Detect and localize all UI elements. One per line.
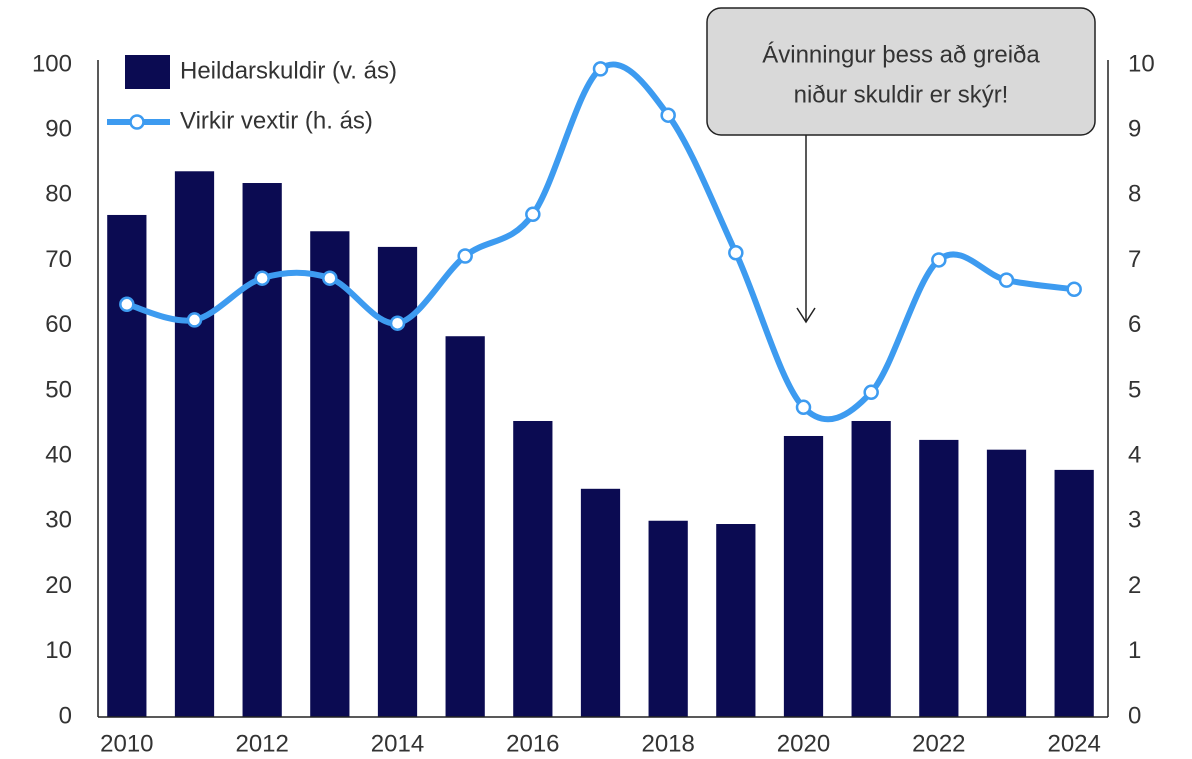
x-tick-label: 2016 [506,730,559,757]
y2-tick-label: 9 [1128,116,1141,143]
annotation-text: Ávinningur þess að greiða [762,41,1040,68]
y2-tick-label: 3 [1128,507,1141,534]
line-marker [322,270,338,286]
bar [174,171,215,717]
annotation-arrowhead [796,307,816,324]
y-tick-label: 40 [45,442,72,469]
y-tick-label: 30 [45,507,72,534]
y-tick-label: 60 [45,311,72,338]
y2-tick-label: 2 [1128,572,1141,599]
x-tick-label: 2020 [777,730,830,757]
line-marker [592,61,609,77]
line-marker [457,248,473,264]
bar [716,524,756,717]
annotation-box [706,7,1096,136]
y-tick-label: 10 [45,637,72,664]
y2-tick-label: 4 [1128,442,1141,469]
x-tick-label: 2014 [371,730,424,757]
line-marker [186,312,203,328]
bar [513,420,553,717]
x-tick-label: 2024 [1047,730,1100,757]
bar [107,214,147,717]
line-marker [998,272,1015,288]
line-marker [119,296,135,313]
bar [242,183,282,718]
y2-tick-label: 6 [1128,311,1141,338]
y-tick-label: 90 [45,116,72,143]
line-marker [525,206,541,223]
y-tick-label: 70 [45,246,72,273]
y2-tick-label: 8 [1128,181,1141,208]
x-tick-label: 2022 [912,730,965,757]
bar [986,449,1027,717]
line-marker [254,270,270,286]
line-marker [728,245,744,261]
line-marker [389,315,406,331]
line-marker [1066,281,1082,298]
y2-tick-label: 1 [1128,637,1141,664]
legend-swatch [125,55,170,89]
y-tick-label: 80 [45,181,72,208]
legend-label: Heildarskuldir (v. ás) [180,57,397,84]
bar [783,435,824,717]
y2-tick-label: 7 [1128,246,1141,273]
line-marker [863,384,879,401]
bar [310,231,350,717]
line-marker [660,107,676,123]
y2-tick-label: 10 [1128,50,1155,77]
legend-label: Virkir vextir (h. ás) [180,107,373,134]
bar [445,336,485,717]
y2-tick-label: 5 [1128,376,1141,403]
line [126,61,1075,423]
annotation-text: niður skuldir er skýr! [794,81,1009,108]
bar [919,439,959,717]
line-marker [931,252,947,268]
y-tick-label: 20 [45,572,72,599]
x-tick-label: 2018 [641,730,694,757]
y2-tick-label: 0 [1128,702,1141,729]
legend-swatch [129,114,145,130]
y-tick-label: 0 [59,702,72,729]
x-tick-label: 2012 [235,730,288,757]
bar [580,488,621,717]
y-tick-label: 100 [32,50,72,77]
y-tick-label: 50 [45,376,72,403]
x-tick-label: 2010 [100,730,153,757]
bar [851,420,891,717]
bar [648,520,688,717]
bar [1054,469,1094,717]
line-marker [795,399,812,416]
